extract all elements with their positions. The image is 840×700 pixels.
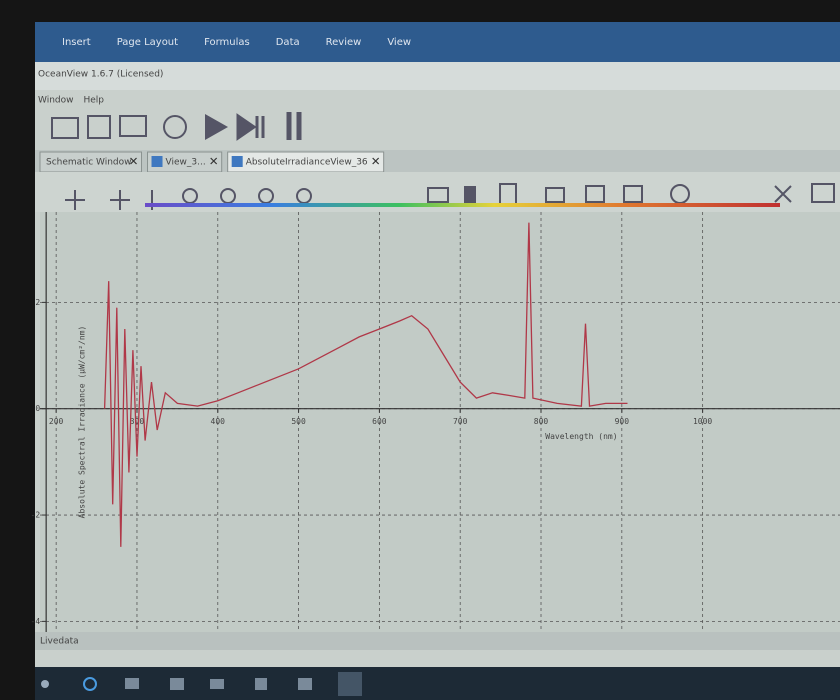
store-icon[interactable] <box>170 678 184 690</box>
x-tick-label: 500 <box>291 417 306 426</box>
oceanview-icon[interactable] <box>338 672 362 696</box>
menu-item[interactable]: Review <box>326 37 362 48</box>
open-icon[interactable] <box>51 117 79 139</box>
tab-icon <box>231 156 243 167</box>
app-menu-item[interactable]: Window <box>38 96 74 106</box>
status-bar <box>35 632 840 650</box>
spectrum-line <box>103 222 628 547</box>
x-axis-label: Wavelength (nm) <box>545 432 617 441</box>
mail-icon[interactable] <box>210 679 224 689</box>
x-tick-label: 400 <box>211 417 226 426</box>
app-menu: Window Help <box>38 96 104 106</box>
chart: 200 300 400 500 600 700 800 900 1000 -4 -2 0 2 Wavele… <box>31 212 840 632</box>
camera-icon[interactable] <box>427 187 449 203</box>
step-icon[interactable] <box>236 113 265 141</box>
tabs: Schematic Window View_3... AbsoluteIrradia… <box>39 151 385 173</box>
x-tick-label: 1000 <box>693 417 712 426</box>
tab[interactable]: AbsoluteIrradianceView_36 <box>227 151 385 173</box>
explorer-icon[interactable] <box>125 678 139 689</box>
pause-icon[interactable] <box>286 112 302 140</box>
menu-item[interactable]: Insert <box>62 37 91 48</box>
office-menu: Insert Page Layout Formulas Data Review View <box>62 37 411 48</box>
cursor-icons[interactable] <box>65 190 153 210</box>
menu-item[interactable]: Formulas <box>204 37 250 48</box>
menu-item[interactable]: Page Layout <box>117 37 178 48</box>
window-title: OceanView 1.6.7 (Licensed) <box>38 70 163 80</box>
y-tick-label: 0 <box>35 404 40 413</box>
tab[interactable]: Schematic Window <box>39 151 143 173</box>
taskbar-icons <box>41 672 362 696</box>
main-toolbar <box>51 112 302 141</box>
y-axis-label: Absolute Spectral Irradiance (µW/cm²/nm) <box>78 326 87 519</box>
spectrum-bar <box>145 203 780 207</box>
snapshot-icon[interactable] <box>119 115 147 137</box>
start-icon[interactable] <box>41 680 49 688</box>
delete-icon[interactable] <box>464 186 476 204</box>
play-icon[interactable] <box>205 114 228 140</box>
save-plot-icon[interactable] <box>585 185 605 203</box>
x-tick-label: 200 <box>49 417 64 426</box>
edge-icon[interactable] <box>83 677 97 691</box>
taskbar <box>35 667 840 700</box>
tab-label: AbsoluteIrradianceView_36 <box>246 158 368 168</box>
y-tick-label: -2 <box>31 511 41 520</box>
tab-label: Schematic Window <box>46 158 132 168</box>
tab-label: View_3... <box>166 158 206 168</box>
x-tick-label: 700 <box>453 417 468 426</box>
device-icon[interactable] <box>163 115 187 139</box>
app-icon[interactable] <box>298 678 312 690</box>
x-tick-label: 300 <box>130 417 145 426</box>
x-tick-label: 800 <box>534 417 549 426</box>
tab[interactable]: View_3... <box>147 151 223 173</box>
y-tick-label: 2 <box>35 298 40 307</box>
y-tick-label: -4 <box>31 617 41 626</box>
x-tick-label: 600 <box>372 417 387 426</box>
settings-icon[interactable] <box>774 185 792 203</box>
status-text: Livedata <box>40 637 79 647</box>
tab-close[interactable] <box>210 157 218 165</box>
app-icon[interactable] <box>255 678 267 690</box>
office-ribbon <box>35 22 840 62</box>
tab-close[interactable] <box>130 157 137 165</box>
title-bar <box>35 62 840 90</box>
menu-item[interactable]: View <box>387 37 411 48</box>
plot-area <box>40 212 840 632</box>
app-menu-item[interactable]: Help <box>84 96 105 106</box>
tab-icon <box>151 156 163 167</box>
save-icon[interactable] <box>87 115 111 139</box>
menu-item[interactable]: Data <box>276 37 300 48</box>
plot-tools <box>65 183 835 210</box>
table-icon[interactable] <box>623 185 643 203</box>
tab-close[interactable] <box>372 157 380 165</box>
x-tick-label: 900 <box>615 417 630 426</box>
window-icon[interactable] <box>811 183 835 203</box>
export-icon[interactable] <box>545 187 565 203</box>
